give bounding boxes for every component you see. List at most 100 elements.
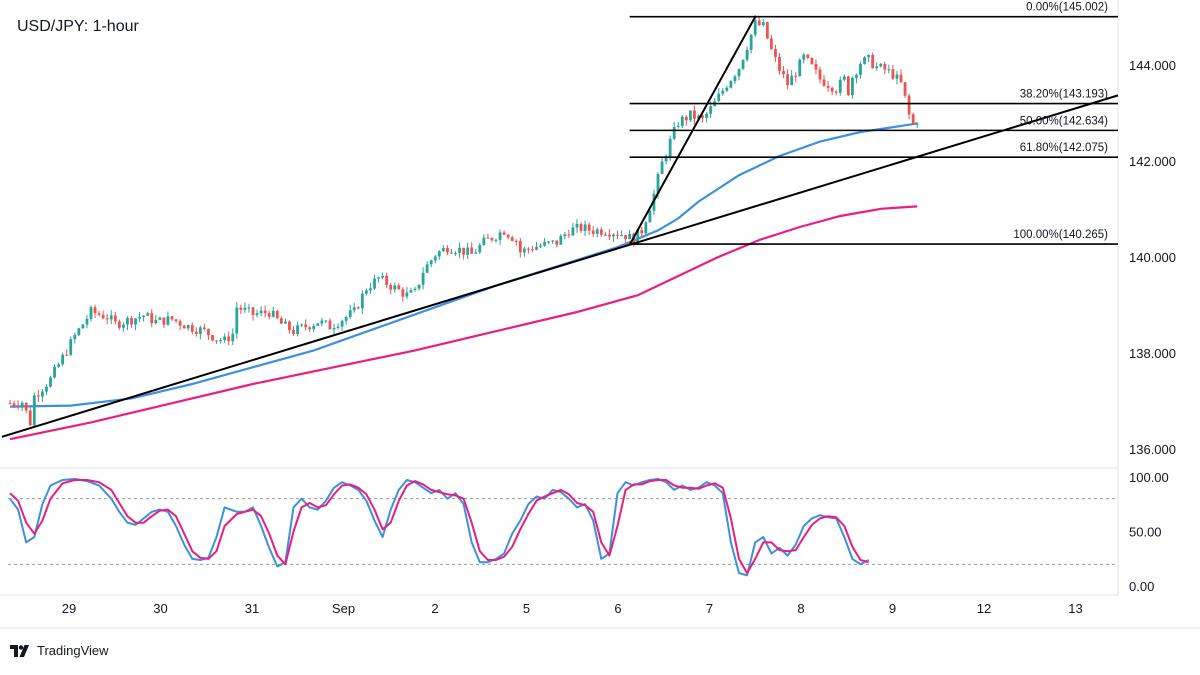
candle [514,239,518,246]
candle [178,319,182,331]
candle [24,402,28,414]
candle [69,336,73,357]
candle [575,219,579,233]
fib-level-label: 0.00%(145.002) [1026,2,1108,14]
oscillator-tick-label: 50.00 [1129,525,1162,540]
trendlines[interactable] [1,16,1119,438]
candle [433,255,437,264]
candle [774,44,777,62]
candle [749,34,753,54]
candle [628,229,632,240]
candle [616,230,619,240]
candle [377,276,380,283]
price-tick-label: 142.000 [1129,154,1176,169]
candle [693,105,696,125]
candle [782,65,785,79]
candle [462,247,465,260]
moving-average-line-1 [9,122,918,408]
candle [385,272,389,289]
candle [583,220,587,236]
candle [397,283,401,290]
candle [579,222,583,234]
candle [689,110,692,123]
candle [223,333,227,343]
candle [798,58,802,77]
candle [57,362,60,368]
candle [81,324,85,329]
candle [502,230,506,236]
candle [454,251,457,256]
price-tick-label: 144.000 [1129,58,1176,73]
trendline-1[interactable] [1,94,1119,438]
candle [559,234,563,245]
candle [717,88,721,102]
candle [486,233,490,239]
time-axis[interactable]: 29 30 31 Sep 2 5 6 7 8 9 12 13 [62,601,1083,616]
candle [324,319,328,323]
candle [328,318,332,330]
candle [344,315,348,325]
candle [761,19,765,27]
candle [437,250,441,260]
fibonacci-retracement[interactable]: 0.00%(145.002) 38.20%(143.193) 50.00%(142.… [629,2,1118,245]
candle [518,237,522,258]
oscillator-tick-label: 0.00 [1129,579,1154,594]
candle [93,304,97,319]
candle [745,46,749,62]
candle [640,226,644,237]
candle [97,310,101,317]
candle [899,69,903,84]
candlestick-series [8,14,919,427]
candle [624,235,627,244]
stochastic-line-2 [9,479,869,575]
price-axis[interactable]: 136.000 138.000 140.000 142.000 144.000 [1129,58,1176,457]
candle [126,316,129,331]
candle [506,233,510,240]
candle [684,115,688,126]
candle [644,220,648,237]
candle [810,57,814,65]
candle [510,235,514,242]
candle [49,375,52,388]
candle [446,245,449,256]
candle [527,247,530,254]
candle [907,93,911,120]
candle [608,229,611,241]
stochastic-line-1 [9,477,870,577]
candle [251,306,255,321]
candle [122,322,125,332]
candle [429,259,433,268]
time-tick-label: 2 [431,601,438,616]
candle [405,287,409,300]
candle [474,248,478,255]
time-tick-label: 13 [1068,601,1082,616]
candle [895,70,899,85]
candle [555,240,559,248]
candle [207,328,210,341]
candle [725,85,729,93]
branding[interactable]: TradingView [10,643,109,658]
candle [563,231,567,240]
chart-frame [0,0,1200,629]
candle [790,70,794,86]
candle [239,304,243,314]
candle [150,309,154,328]
fib-level-label: 50.00%(142.634) [1020,115,1108,127]
candle [883,61,887,75]
candle [360,290,364,314]
candle [814,59,818,75]
candle [348,304,352,320]
candle [73,332,77,344]
candle [162,317,166,328]
candle [284,318,287,324]
candle [247,303,251,313]
candle [599,226,603,237]
candle [8,399,12,405]
candle [227,331,231,346]
time-tick-label: Sep [332,601,355,616]
candle [830,86,834,96]
moving-average-line-2 [9,205,918,441]
candle [215,340,218,344]
candle [490,237,494,243]
